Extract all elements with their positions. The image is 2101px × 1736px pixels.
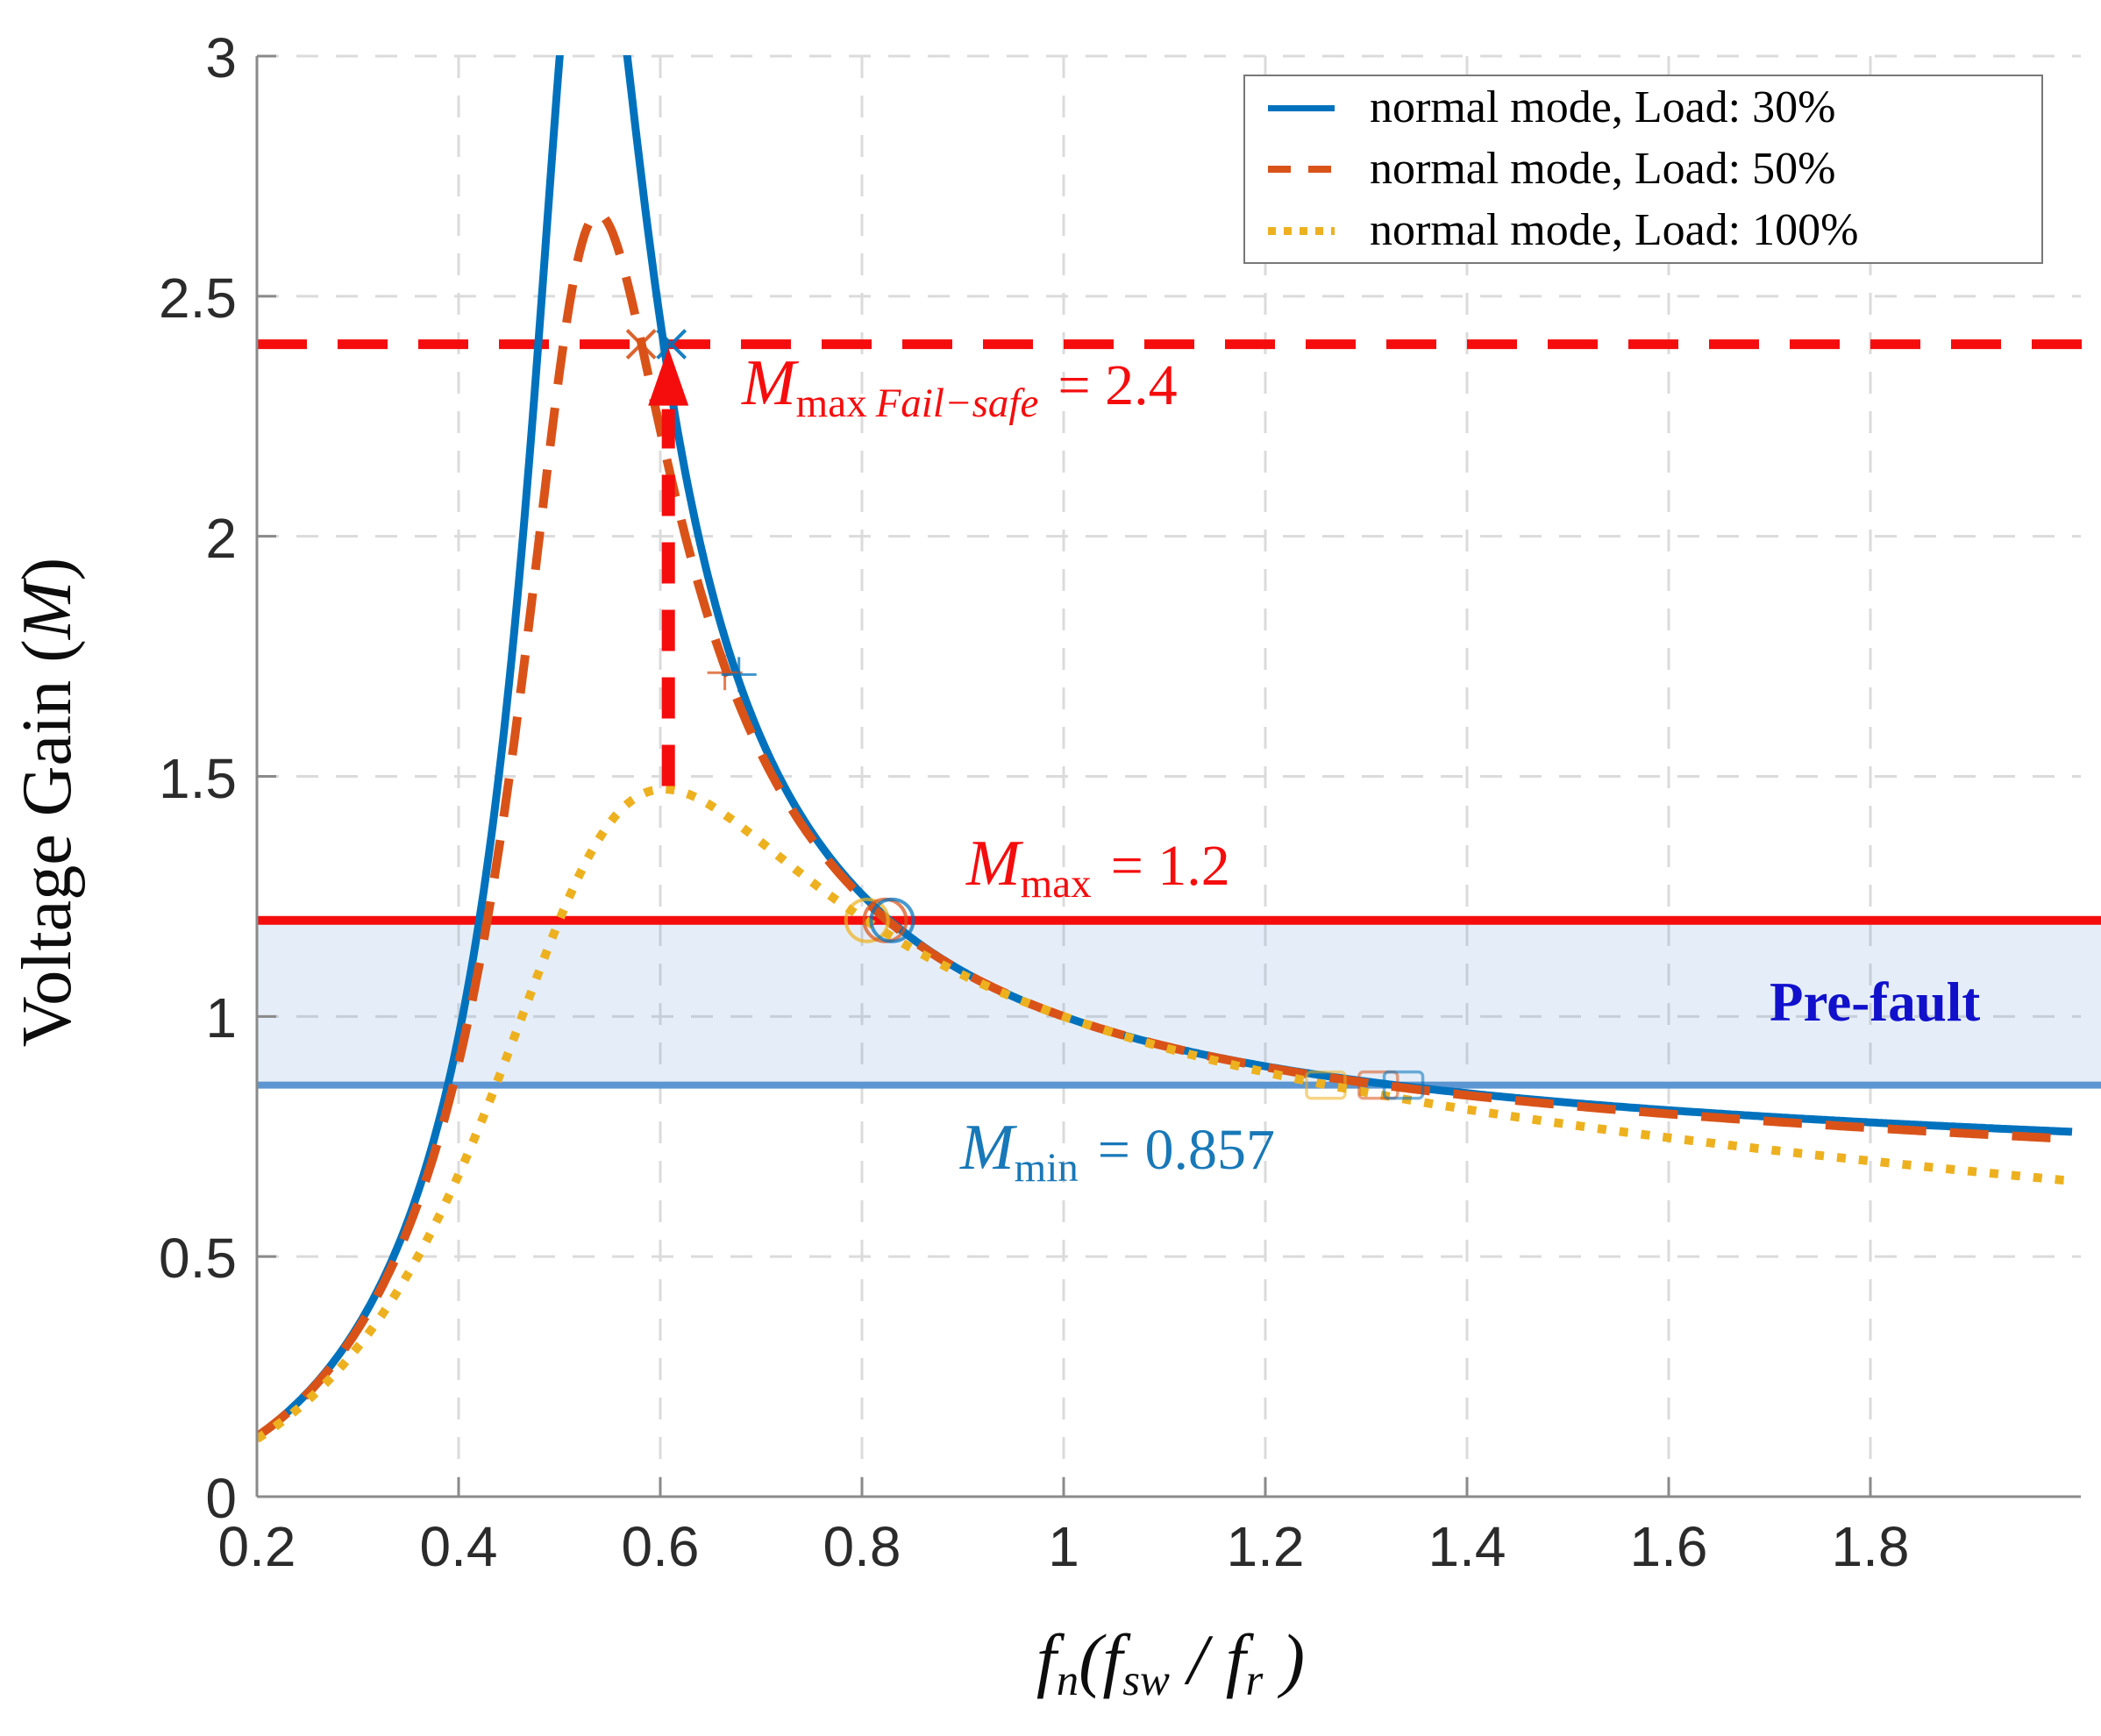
legend-line-sample-dashed (1268, 166, 1335, 173)
mmax-sub: max (1020, 861, 1092, 907)
x-tick-label-1.8: 1.8 (1831, 1515, 1910, 1578)
x-label-sub-r: r (1245, 1655, 1264, 1705)
x-label-sub-sw: sw (1122, 1655, 1170, 1705)
x-marker (656, 329, 687, 360)
x-marker (625, 329, 657, 360)
x-tick-label-1.6: 1.6 (1629, 1515, 1708, 1578)
y-axis-label-pre: Voltage Gain ( (9, 639, 86, 1048)
x-label-sub-n: n (1056, 1655, 1079, 1705)
failsafe-sub-max: max (795, 381, 867, 427)
circle-marker (844, 897, 890, 943)
y-axis-label-post: ) (9, 557, 86, 581)
failsafe-arrow-head (648, 347, 689, 406)
circle-marker (869, 897, 915, 943)
legend-line-sample-dotted (1268, 226, 1335, 235)
y-tick-label-2.5: 2.5 (159, 266, 237, 330)
failsafe-m: M (742, 347, 796, 419)
square-marker (1382, 1070, 1425, 1100)
x-tick-label-0.8: 0.8 (823, 1515, 901, 1578)
plus-marker (707, 655, 743, 691)
y-tick-label-1.5: 1.5 (159, 746, 237, 810)
x-tick-label-1.4: 1.4 (1428, 1515, 1506, 1578)
square-marker (1305, 1070, 1347, 1100)
annotation-prefault: Pre-fault (1770, 975, 1980, 1030)
failsafe-value: = 2.4 (1058, 353, 1178, 417)
legend-item-label: normal mode, Load: 50% (1370, 144, 1836, 194)
axes-spines (255, 54, 2081, 1498)
intersection-markers (625, 329, 1425, 1100)
x-axis-label: fn(fsw / fr ) (943, 1619, 1399, 1704)
legend-item: normal mode, Load: 30% (1268, 83, 2041, 132)
y-tick-label-2: 2 (205, 506, 237, 570)
x-tick-label-1: 1 (1048, 1515, 1079, 1578)
mmin-m: M (960, 1112, 1015, 1184)
mmin-sub: min (1014, 1145, 1079, 1192)
legend: normal mode, Load: 30% normal mode, Load:… (1243, 75, 2043, 264)
x-tick-label-0.2: 0.2 (217, 1515, 296, 1578)
x-tick-label-0.4: 0.4 (419, 1515, 498, 1578)
x-label-paren-close: ) (1263, 1619, 1306, 1699)
y-tick-label-0.5: 0.5 (159, 1227, 237, 1291)
y-axis-label-m: M (9, 580, 86, 640)
legend-item-label: normal mode, Load: 30% (1370, 82, 1836, 132)
legend-line-sample-solid (1268, 104, 1335, 111)
x-tick-label-0.6: 0.6 (621, 1515, 700, 1578)
failsafe-sub-failsafe: Fail−safe (875, 381, 1039, 427)
y-axis-label: Voltage Gain (M) (9, 465, 86, 1140)
legend-item-label: normal mode, Load: 100% (1370, 205, 1859, 255)
y-tick-label-3: 3 (205, 26, 237, 89)
annotation-mmax: Mmax = 1.2 (966, 831, 1230, 905)
x-label-slash: / (1169, 1619, 1226, 1699)
prefault-label: Pre-fault (1770, 971, 1981, 1033)
failsafe-arrow (648, 347, 689, 786)
grid-lines (257, 54, 2081, 1497)
plus-marker (721, 657, 757, 693)
square-marker (1357, 1070, 1399, 1100)
annotation-mmin: Mmin = 0.857 (960, 1115, 1276, 1189)
legend-item: normal mode, Load: 50% (1268, 145, 2041, 194)
x-label-f: f (1036, 1619, 1057, 1699)
mmin-value: = 0.857 (1097, 1118, 1276, 1182)
annotation-mmax-failsafe: Mmax Fail−safe = 2.4 (742, 351, 1178, 424)
x-tick-label-1.2: 1.2 (1226, 1515, 1305, 1578)
y-tick-label-0: 0 (205, 1467, 237, 1530)
mmax-m: M (966, 828, 1021, 900)
curve-normal-mode-load-50- (256, 210, 2073, 1441)
mmax-value: = 1.2 (1110, 834, 1230, 898)
x-label-paren-open: ( (1079, 1619, 1103, 1699)
prefault-band (257, 920, 2101, 1085)
legend-item: normal mode, Load: 100% (1268, 206, 2041, 255)
x-label-f2: f (1102, 1619, 1123, 1699)
series-curves (256, 55, 2073, 1443)
x-label-f3: f (1225, 1619, 1246, 1699)
y-tick-label-1: 1 (205, 986, 237, 1050)
